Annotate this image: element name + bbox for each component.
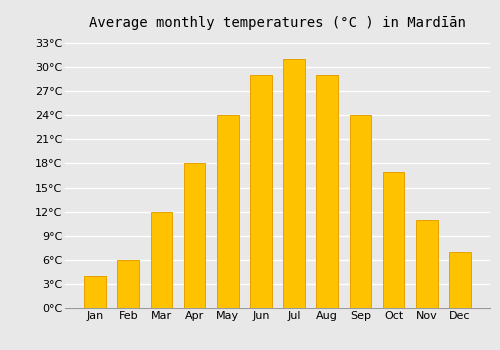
Bar [84, 276, 106, 308]
Bar [217, 115, 238, 308]
Bar [316, 75, 338, 308]
Bar [184, 163, 206, 308]
Bar [284, 59, 305, 308]
Bar [150, 212, 172, 308]
Bar [118, 260, 139, 308]
Bar [250, 75, 272, 308]
Title: Average monthly temperatures (°C ) in Mardīān: Average monthly temperatures (°C ) in Ma… [89, 16, 466, 30]
Bar [383, 172, 404, 308]
Bar [449, 252, 470, 308]
Bar [416, 220, 438, 308]
Bar [350, 115, 371, 308]
